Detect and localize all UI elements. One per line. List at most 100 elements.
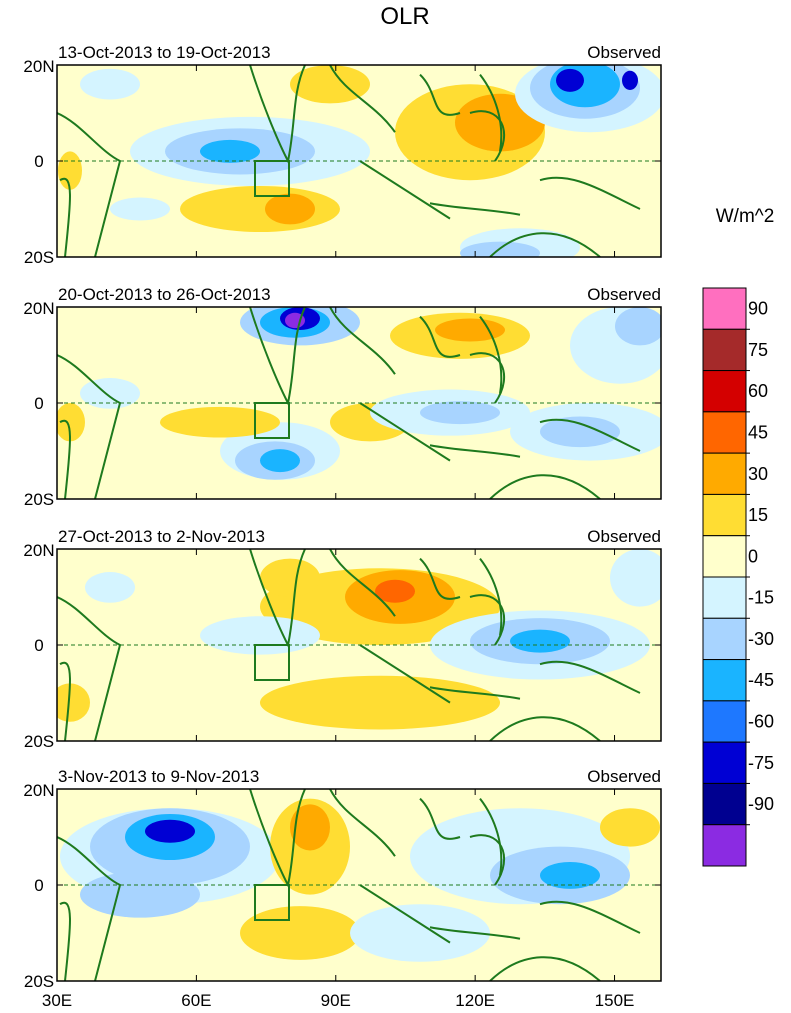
colorbar-label: -60 — [748, 712, 774, 732]
coastline — [59, 177, 71, 257]
colorbar-swatch — [702, 659, 747, 702]
anomaly-contour — [80, 871, 200, 918]
anomaly-contour — [460, 241, 540, 257]
panel-4: 3-Nov-2013 to 9-Nov-2013 Observed 20N 0 20S — [23, 767, 662, 991]
anomaly-contour — [200, 616, 320, 655]
panel-source-label: Observed — [587, 527, 661, 546]
latitude-label: 20S — [24, 248, 54, 267]
longitude-label: 120E — [455, 991, 495, 1010]
anomaly-contour — [540, 416, 620, 448]
coastline — [359, 160, 451, 220]
longitude-label: 90E — [321, 991, 351, 1010]
colorbar-label: 30 — [748, 464, 768, 484]
panel-map — [57, 307, 661, 499]
colorbar-swatch — [702, 741, 747, 784]
coastline — [359, 884, 451, 944]
latitude-label: 20N — [23, 781, 54, 800]
coastline — [59, 419, 71, 499]
anomaly-contour — [240, 906, 360, 960]
latitude-label: 20S — [24, 972, 54, 991]
coastline — [59, 901, 71, 981]
anomaly-contour — [57, 683, 90, 722]
coastline — [419, 557, 461, 600]
latitude-label: 20S — [24, 732, 54, 751]
panel-period: 3-Nov-2013 to 9-Nov-2013 — [58, 767, 259, 786]
panel-source-label: Observed — [587, 767, 661, 786]
coastline — [419, 73, 461, 116]
colorbar-swatch — [702, 700, 747, 743]
colorbar-label: 45 — [748, 423, 768, 443]
anomaly-contour — [435, 318, 505, 342]
anomaly-contour — [80, 378, 140, 409]
coastline — [359, 644, 451, 704]
coastline — [419, 315, 461, 358]
anomaly-contour — [622, 70, 638, 90]
longitude-label: 30E — [42, 991, 72, 1010]
colorbar-swatch — [702, 576, 747, 619]
units-label: W/m^2 — [716, 206, 775, 227]
panel-period: 20-Oct-2013 to 26-Oct-2013 — [58, 285, 271, 304]
panel-source-label: Observed — [587, 43, 661, 62]
latitude-label: 0 — [34, 152, 43, 171]
colorbar-label: 90 — [748, 299, 768, 319]
coastline — [489, 474, 601, 499]
anomaly-contour — [145, 819, 195, 843]
coastline — [479, 73, 503, 152]
longitude-label: 60E — [181, 991, 211, 1010]
colorbar-label: -15 — [748, 588, 774, 608]
coastline — [359, 402, 451, 462]
anomaly-contour — [510, 629, 570, 653]
figure-title: OLR — [380, 3, 429, 30]
coastline — [489, 716, 601, 741]
coastline — [419, 797, 461, 840]
longitude-axis: 30E 60E 90E 120E 150E — [42, 991, 635, 1010]
panel-period: 13-Oct-2013 to 19-Oct-2013 — [58, 43, 271, 62]
colorbar-swatch — [702, 452, 747, 495]
panel-source-label: Observed — [587, 285, 661, 304]
colorbar-label: -30 — [748, 629, 774, 649]
panel-1: 13-Oct-2013 to 19-Oct-2013 Observed 20N 0 20… — [23, 43, 662, 267]
longitude-label: 150E — [595, 991, 635, 1010]
anomaly-contour — [615, 307, 661, 346]
latitude-label: 0 — [34, 876, 43, 895]
latitude-label: 20S — [24, 490, 54, 509]
anomaly-contour — [610, 549, 661, 607]
coastline — [59, 661, 71, 741]
panels: 13-Oct-2013 to 19-Oct-2013 Observed 20N 0 20… — [23, 43, 662, 991]
colorbar-swatch — [702, 287, 747, 330]
index-box — [254, 884, 290, 921]
anomaly-contour — [110, 197, 170, 221]
colorbar-swatch — [702, 493, 747, 537]
anomaly-contour — [600, 808, 660, 847]
latitude-label: 0 — [34, 636, 43, 655]
coastline — [489, 956, 601, 981]
coastline — [539, 418, 641, 452]
index-box — [254, 160, 290, 197]
colorbar-label: 15 — [748, 505, 768, 525]
anomaly-contour — [58, 151, 82, 190]
colorbar-swatch — [702, 411, 747, 454]
anomaly-contour — [180, 185, 340, 233]
colorbar-label: 60 — [748, 381, 768, 401]
coastline — [429, 686, 521, 700]
anomaly-contour — [260, 675, 500, 730]
anomaly-contour — [420, 401, 500, 425]
colorbar-label: 0 — [748, 546, 758, 566]
coastline — [479, 797, 503, 876]
anomaly-contour — [265, 193, 315, 225]
colorbar-label: 75 — [748, 340, 768, 360]
coastline — [329, 307, 396, 375]
colorbar-swatch — [702, 824, 747, 867]
coastline — [429, 926, 521, 940]
anomaly-contour — [290, 65, 370, 104]
coastline — [329, 789, 396, 857]
colorbar-label: -90 — [748, 794, 774, 814]
coastline — [539, 900, 641, 934]
anomaly-contour — [85, 572, 135, 603]
colorbar-swatch — [702, 370, 747, 413]
panel-3: 27-Oct-2013 to 2-Nov-2013 Observed 20N 0 20S — [23, 527, 662, 751]
latitude-label: 0 — [34, 394, 43, 413]
index-box — [254, 644, 290, 681]
colorbar-label: -75 — [748, 753, 774, 773]
